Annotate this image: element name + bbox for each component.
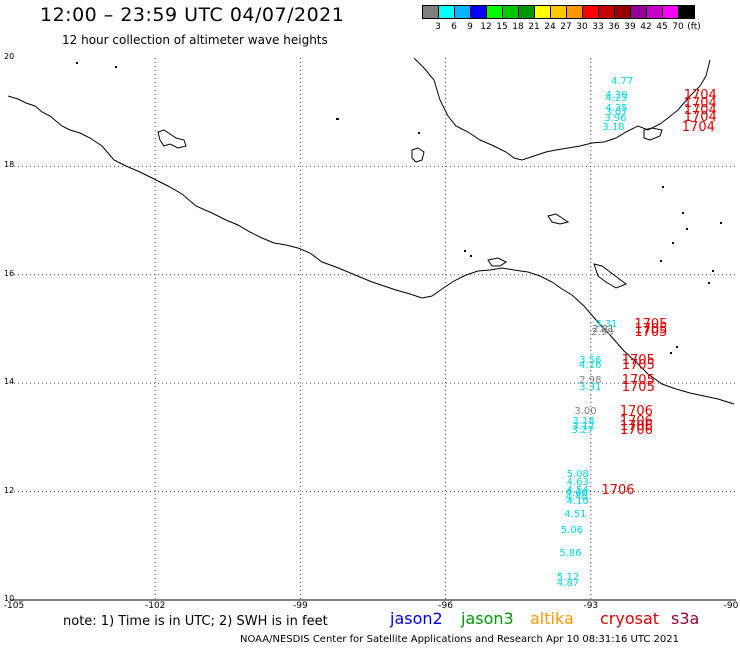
lake-shape [643,127,663,141]
wave-height-value: 3.12 [572,420,595,432]
observation-time: 1704 [683,87,717,103]
scale-label: 6 [451,22,457,32]
wave-height-color-scale [422,5,695,19]
satellite-legend-cryosat: cryosat [600,609,660,628]
scale-label: 27 [560,22,572,32]
scale-label: 36 [608,22,620,32]
color-scale-labels: 3 6 9 12 15 18 21 24 27 30 33 36 39 42 45 70 (ft) [422,22,740,34]
wave-height-value: 4.63 [566,477,589,489]
scale-label: 70 [672,22,684,32]
wave-height-value: 3.31 [595,318,618,330]
wave-height-value: 4.30 [605,89,628,101]
observation-time: 1705 [621,380,655,396]
wave-height-value: 4.16 [579,359,602,371]
scale-label: 45 [656,22,668,32]
latitude-label: 12 [4,485,15,495]
scale-label: (ft) [687,22,701,32]
observation-time: 1704 [683,96,717,112]
footer-credit: NOAA/NESDIS Center for Satellite Applica… [240,634,679,645]
wave-height-value: 3.27 [571,424,594,436]
wave-height-value: 5.86 [559,547,582,559]
scale-label: 12 [480,22,492,32]
wave-height-value: 3.07 [605,107,628,119]
observation-time: 1705 [634,316,668,332]
scale-label: 24 [544,22,556,32]
wave-height-value: 4.77 [611,76,634,88]
wave-height-value: 3.18 [572,416,595,428]
scale-label: 33 [592,22,604,32]
scale-label: 18 [512,22,524,32]
observation-time: 1705 [621,357,655,373]
scale-label: 30 [576,22,588,32]
wave-height-value: 4.10 [566,496,589,508]
map-subtitle: 12 hour collection of altimeter wave hei… [62,33,328,47]
latitude-label: 14 [4,377,15,387]
lake-shape [593,263,628,289]
wave-height-value: 4.51 [564,508,587,520]
wave-height-value: 3.18 [602,122,625,134]
scale-label: 39 [624,22,636,32]
latitude-label: 18 [4,160,15,170]
observation-time: 1706 [619,422,653,438]
lake-shape [547,213,570,225]
wave-height-value: 4.66 [565,488,588,500]
wave-height-value: 2.98 [579,375,602,387]
island-shape [487,257,507,267]
observation-time: 1705 [634,321,668,337]
observation-time: 1706 [601,482,635,498]
satellite-legend-jason3: jason3 [461,609,514,628]
coastline [7,57,735,405]
wave-height-value: 4.54 [566,484,589,496]
observation-time: 1704 [683,109,717,125]
longitude-label: -96 [438,601,453,611]
pacific-coastline [7,95,735,405]
scale-label: 15 [496,22,508,32]
observation-time: 1704 [683,103,717,119]
wave-height-value: 3.00 [574,406,597,418]
satellite-legend-s3a: s3a [671,609,700,628]
wave-height-value: 3.96 [604,112,627,124]
longitude-label: -102 [144,601,166,611]
longitude-label: -99 [293,601,308,611]
wave-height-value: 5.08 [566,469,589,481]
scale-swatch [678,5,695,19]
longitude-label: -90 [723,601,739,611]
wave-height-value: 4.40 [565,491,588,503]
wave-height-value: 2.81 [592,323,615,335]
latitude-label: 20 [4,52,15,61]
wave-height-value: 5.12 [556,572,580,584]
wave-height-value: 3.56 [579,354,602,366]
wave-height-value: 5.06 [560,524,584,536]
wave-height-value: 3.31 [579,382,602,394]
wave-height-value: 4.35 [605,102,628,114]
longitude-label: -93 [583,601,599,611]
satellite-legend-altika: altika [530,609,574,628]
lake-shape [411,147,425,163]
gulf-coastline [413,57,711,161]
map-dots [76,62,722,354]
observation-time: 1705 [621,352,655,368]
map-title: 12:00 – 23:59 UTC 04/07/2021 [40,4,345,26]
scale-label: 9 [467,22,473,32]
lake-shape [157,129,187,149]
wave-height-value: 4.87 [556,577,580,589]
observation-time: 1705 [621,373,655,389]
scale-label: 42 [640,22,652,32]
latitude-label: 10 [4,594,15,603]
observation-time: 1706 [619,414,653,430]
wave-height-value: 4.23 [605,92,628,104]
longitude-label: -105 [3,601,25,611]
observation-time: 1704 [681,120,715,136]
lat-lon-grid [10,58,736,600]
scale-label: 21 [528,22,540,32]
scale-label: 3 [435,22,441,32]
observation-time: 1705 [634,325,668,341]
latitude-label: 16 [4,268,15,278]
observation-time: 1706 [619,404,653,420]
observation-time: 1706 [619,418,653,434]
wave-height-value: 2.98 [591,327,614,339]
footer-note: note: 1) Time is in UTC; 2) SWH is in fe… [63,614,328,629]
satellite-legend-jason2: jason2 [390,609,443,628]
